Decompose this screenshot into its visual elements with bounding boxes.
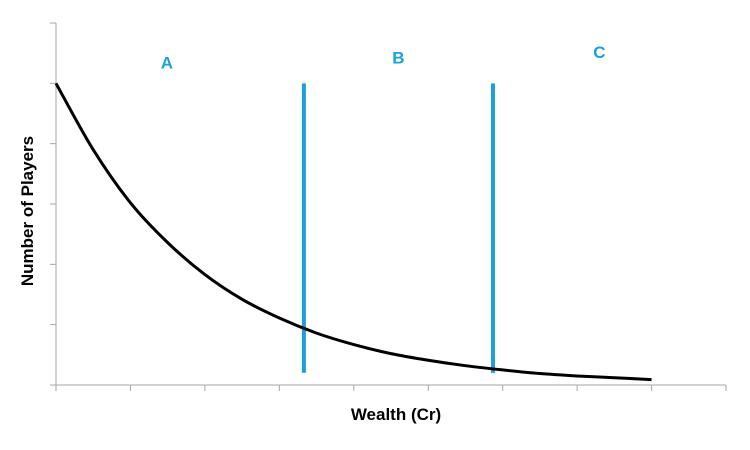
series bbox=[54, 82, 652, 382]
x-axis-title: Wealth (Cr) bbox=[351, 405, 441, 424]
axes bbox=[50, 22, 727, 391]
region-label-c: C bbox=[593, 43, 605, 62]
y-axis-title: Number of Players bbox=[18, 136, 37, 286]
region-label-b: B bbox=[392, 48, 404, 67]
region-label-a: A bbox=[161, 53, 173, 72]
series-line-1 bbox=[54, 82, 652, 382]
dividers bbox=[301, 83, 495, 373]
region-labels: A B C bbox=[161, 43, 606, 72]
